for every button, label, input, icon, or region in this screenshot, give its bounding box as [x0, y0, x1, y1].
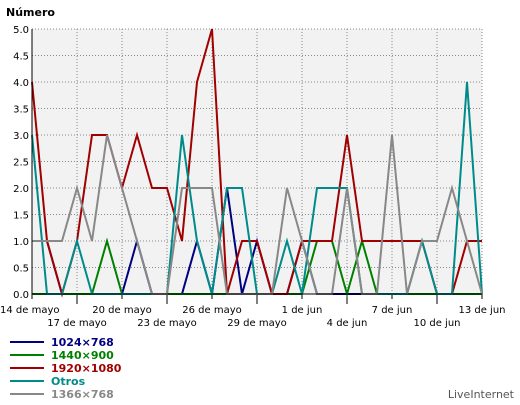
- x-tick-label: 26 de mayo: [182, 305, 242, 316]
- legend-label: 1024×768: [51, 336, 114, 349]
- y-tick-label: 0.0: [13, 290, 29, 301]
- y-axis-ticks: 0.0 0.5 1.0 1.5 2.0 2.5 3.0 3.5 4.0 4.5 5.0: [13, 25, 29, 301]
- y-tick-label: 3.5: [13, 105, 29, 116]
- legend-label: 1440×900: [51, 349, 114, 362]
- y-tick-label: 0.5: [13, 264, 29, 275]
- y-tick-label: 5.0: [13, 25, 29, 36]
- x-tick-label: 20 de mayo: [92, 305, 152, 316]
- x-tick-label: 7 de jun: [372, 305, 413, 316]
- x-tick-label: 13 de jun: [458, 305, 505, 316]
- legend-label: 1920×1080: [51, 362, 122, 375]
- x-tick-label: 17 de mayo: [47, 318, 107, 329]
- y-tick-label: 4.0: [13, 78, 29, 89]
- x-tick-label: 23 de mayo: [137, 318, 197, 329]
- y-axis-title: Número: [6, 6, 55, 19]
- y-tick-label: 1.5: [13, 211, 29, 222]
- x-tick-label: 1 de jun: [282, 305, 323, 316]
- y-tick-label: 3.0: [13, 131, 29, 142]
- x-tick-label: 10 de jun: [413, 318, 460, 329]
- y-tick-label: 2.0: [13, 184, 29, 195]
- y-tick-label: 4.5: [13, 52, 29, 63]
- credit-label: LiveInternet: [448, 388, 515, 401]
- x-tick-label: 14 de mayo: [0, 305, 60, 316]
- legend-label: Otros: [51, 375, 86, 388]
- x-tick-label: 4 de jun: [327, 318, 368, 329]
- legend-label: 1366×768: [51, 388, 114, 401]
- x-axis-ticks: 14 de mayo 20 de mayo 26 de mayo 1 de jun 7 …: [0, 294, 506, 329]
- y-tick-label: 1.0: [13, 237, 29, 248]
- x-tick-label: 29 de mayo: [227, 318, 287, 329]
- y-tick-label: 2.5: [13, 158, 29, 169]
